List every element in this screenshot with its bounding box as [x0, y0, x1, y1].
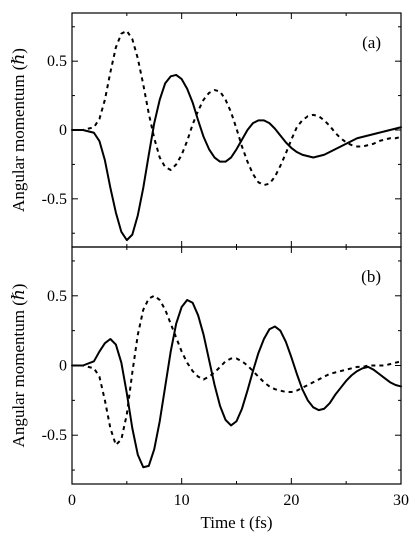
- panel-a-ytick-label: -0.5: [42, 191, 67, 208]
- panel-b-series-dashed: [72, 294, 402, 446]
- panel-b-ytick-label: -0.5: [42, 427, 67, 444]
- panel-b-xtick-label: 0: [68, 492, 76, 509]
- panel-a-ylabel: Angular momentum (ℏ): [9, 48, 28, 212]
- panel-b-ytick-label: 0.5: [47, 288, 67, 305]
- panel-b-xtick-label: 10: [174, 492, 190, 509]
- panel-b-label: (b): [361, 267, 381, 286]
- panel-b-xtick-label: 30: [393, 492, 409, 509]
- panel-a-label: (a): [362, 33, 381, 52]
- panel-b-series-solid: [71, 298, 402, 469]
- panel-b-ylabel: Angular momentum (ℏ): [9, 284, 28, 448]
- panel-b-ytick-label: 0: [59, 358, 67, 375]
- panel-b-xlabel: Time t (fs): [200, 513, 272, 532]
- panel-b-xtick-label: 20: [283, 492, 299, 509]
- panel-a-ytick-label: 0: [59, 122, 67, 139]
- panel-a-ytick-label: 0.5: [47, 53, 67, 70]
- panel-a-series-dashed: [72, 29, 402, 187]
- panel-a-series-solid: [71, 73, 402, 242]
